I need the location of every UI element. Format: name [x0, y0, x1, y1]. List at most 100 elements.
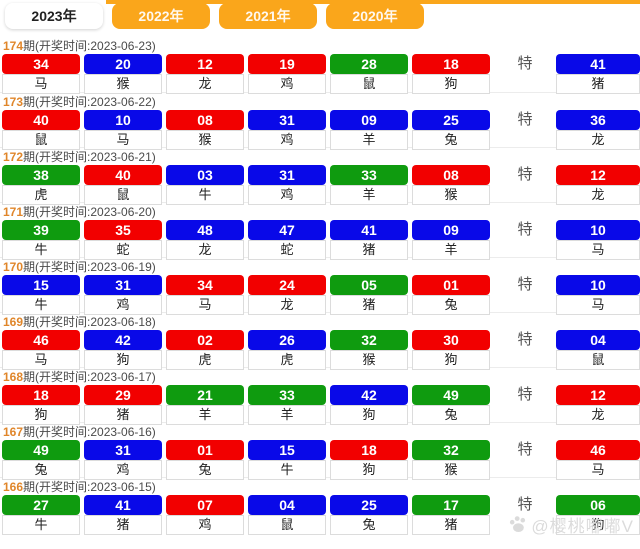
zodiac-label: 鼠	[330, 74, 408, 94]
ball-cell: 28 鼠	[330, 54, 408, 94]
draw-time: 期(开奖时间:2023-06-19)	[23, 260, 156, 274]
ball-cell: 48 龙	[166, 220, 244, 260]
tab-2020[interactable]: 2020年	[326, 3, 424, 29]
special-label: 特	[517, 111, 533, 128]
balls-row: 27 牛 41 猪 07 鸡 04 鼠 25 兔 17 猪 特 06 狗	[0, 494, 640, 535]
tab-2021[interactable]: 2021年	[219, 3, 317, 29]
ball-cell: 24 龙	[248, 275, 326, 315]
ball-number: 15	[248, 440, 326, 460]
ball-cell: 19 鸡	[248, 54, 326, 94]
ball-number: 17	[412, 495, 490, 515]
ball-cell: 09 羊	[412, 220, 490, 260]
zodiac-label: 鸡	[166, 515, 244, 535]
issue-number: 169	[3, 315, 24, 329]
ball-number: 02	[166, 330, 244, 350]
zodiac-label: 兔	[166, 460, 244, 480]
ball-number: 40	[2, 110, 80, 130]
ball-number: 40	[84, 165, 162, 185]
special-label: 特	[517, 276, 533, 293]
ball-cell: 42 狗	[330, 385, 408, 425]
zodiac-label: 猴	[84, 74, 162, 94]
ball-cell: 31 鸡	[84, 275, 162, 315]
ball-number: 24	[248, 275, 326, 295]
ball-number: 29	[84, 385, 162, 405]
draw-header: 174期(开奖时间:2023-06-23)	[0, 39, 640, 53]
ball-number: 41	[556, 54, 640, 74]
ball-cell: 09 羊	[330, 110, 408, 150]
draw-time: 期(开奖时间:2023-06-16)	[23, 425, 156, 439]
ball-number: 27	[2, 495, 80, 515]
draw-time: 期(开奖时间:2023-06-22)	[23, 95, 156, 109]
issue-number: 171	[3, 205, 24, 219]
draw-header: 171期(开奖时间:2023-06-20)	[0, 205, 640, 219]
ball-number: 06	[556, 495, 640, 515]
zodiac-label: 鼠	[84, 185, 162, 205]
special-ball-cell: 12 龙	[556, 165, 640, 205]
ball-cell: 08 猴	[412, 165, 490, 205]
zodiac-label: 虎	[248, 350, 326, 370]
draw-time: 期(开奖时间:2023-06-18)	[23, 315, 156, 329]
ball-number: 42	[330, 385, 408, 405]
lottery-results-page: 2023年 2022年 2021年 2020年 174期(开奖时间:2023-06-2…	[0, 0, 640, 536]
ball-number: 15	[2, 275, 80, 295]
balls-row: 38 虎 40 鼠 03 牛 31 鸡 33 羊 08 猴 特 12 龙	[0, 164, 640, 205]
ball-cell: 31 鸡	[248, 110, 326, 150]
ball-cell: 12 龙	[166, 54, 244, 94]
tab-2023[interactable]: 2023年	[5, 3, 103, 29]
draw-header: 168期(开奖时间:2023-06-17)	[0, 370, 640, 384]
special-ball-cell: 46 马	[556, 440, 640, 480]
issue-number: 174	[3, 39, 24, 53]
ball-cell: 18 狗	[330, 440, 408, 480]
special-label: 特	[517, 386, 533, 403]
tab-2022[interactable]: 2022年	[112, 3, 210, 29]
ball-number: 18	[330, 440, 408, 460]
zodiac-label: 马	[556, 460, 640, 480]
zodiac-label: 猪	[330, 295, 408, 315]
ball-number: 31	[84, 440, 162, 460]
ball-number: 46	[556, 440, 640, 460]
draw-row: 172期(开奖时间:2023-06-21) 38 虎 40 鼠 03 牛 31 …	[0, 147, 640, 205]
zodiac-label: 牛	[2, 295, 80, 315]
ball-number: 32	[412, 440, 490, 460]
zodiac-label: 龙	[556, 130, 640, 150]
ball-cell: 35 蛇	[84, 220, 162, 260]
draw-time: 期(开奖时间:2023-06-20)	[23, 205, 156, 219]
ball-number: 09	[412, 220, 490, 240]
zodiac-label: 狗	[330, 405, 408, 425]
zodiac-label: 狗	[84, 350, 162, 370]
ball-cell: 42 狗	[84, 330, 162, 370]
ball-cell: 34 马	[2, 54, 80, 94]
ball-cell: 39 牛	[2, 220, 80, 260]
ball-number: 34	[2, 54, 80, 74]
ball-number: 10	[84, 110, 162, 130]
zodiac-label: 马	[2, 74, 80, 94]
draw-header: 173期(开奖时间:2023-06-22)	[0, 95, 640, 109]
special-ball-cell: 04 鼠	[556, 330, 640, 370]
draw-header: 172期(开奖时间:2023-06-21)	[0, 150, 640, 164]
ball-number: 18	[412, 54, 490, 74]
zodiac-label: 鸡	[84, 295, 162, 315]
zodiac-label: 羊	[412, 240, 490, 260]
issue-number: 166	[3, 480, 24, 494]
zodiac-label: 兔	[412, 405, 490, 425]
balls-row: 39 牛 35 蛇 48 龙 47 蛇 41 猪 09 羊 特 10 马	[0, 219, 640, 260]
special-label: 特	[517, 166, 533, 183]
draw-time: 期(开奖时间:2023-06-23)	[23, 39, 156, 53]
zodiac-label: 猪	[84, 515, 162, 535]
ball-cell: 38 虎	[2, 165, 80, 205]
results-list: 174期(开奖时间:2023-06-23) 34 马 20 猴 12 龙 19 …	[0, 37, 640, 535]
ball-cell: 15 牛	[248, 440, 326, 480]
draw-row: 167期(开奖时间:2023-06-16) 49 兔 31 鸡 01 兔 15 …	[0, 422, 640, 480]
zodiac-label: 龙	[166, 74, 244, 94]
ball-number: 10	[556, 275, 640, 295]
ball-number: 18	[2, 385, 80, 405]
zodiac-label: 猪	[556, 74, 640, 94]
special-ball-cell: 41 猪	[556, 54, 640, 94]
special-label: 特	[517, 221, 533, 238]
issue-number: 173	[3, 95, 24, 109]
zodiac-label: 马	[556, 295, 640, 315]
ball-number: 10	[556, 220, 640, 240]
ball-cell: 01 兔	[166, 440, 244, 480]
tab-label: 2021年	[245, 8, 291, 24]
ball-cell: 04 鼠	[248, 495, 326, 535]
